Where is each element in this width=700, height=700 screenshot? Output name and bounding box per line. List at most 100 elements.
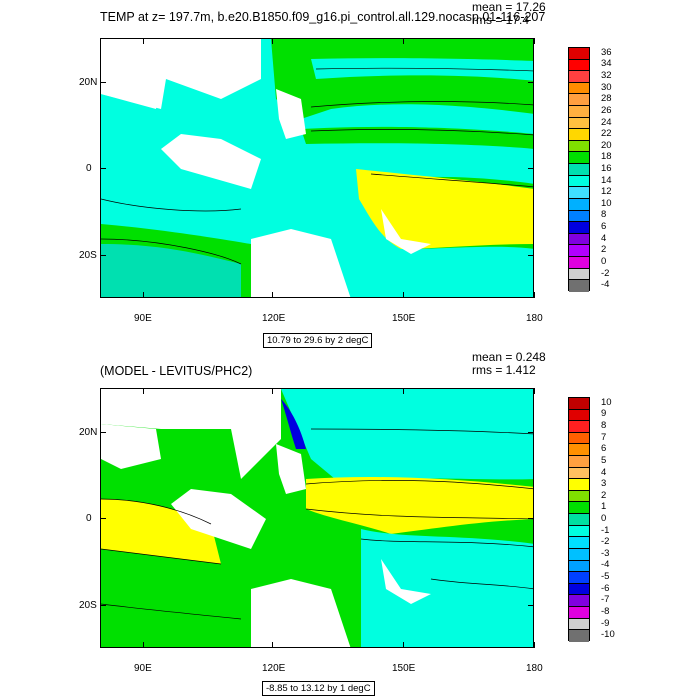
- bottom-colorbar-swatch: [569, 583, 589, 596]
- bottom-colorbar-label: -1: [601, 524, 610, 536]
- bottom-ytick-20s: 20S: [79, 600, 97, 611]
- bottom-field-yellow-west: [101, 499, 221, 564]
- bottom-colorbar-label: -10: [601, 629, 615, 641]
- bottom-colorbar-label: 7: [601, 431, 607, 443]
- top-colorbar-swatch: [569, 198, 589, 211]
- bottom-land-asia: [101, 389, 281, 479]
- x-tick-mark: [402, 388, 404, 394]
- bottom-xtick-180: 180: [526, 663, 543, 674]
- bottom-colorbar-label: -4: [601, 559, 610, 571]
- top-contour-2: [310, 101, 533, 108]
- bottom-field-blue-patch: [281, 399, 306, 449]
- top-colorbar-swatch: [569, 164, 589, 176]
- bottom-colorbar-swatch: [569, 572, 589, 584]
- x-tick-mark: [271, 388, 273, 394]
- top-colorbar-label: 34: [601, 58, 612, 70]
- top-colorbar-swatch: [569, 256, 589, 269]
- bottom-colorbar-label: -8: [601, 605, 610, 617]
- y-tick-mark: [100, 517, 106, 519]
- top-colorbar-swatch: [569, 245, 589, 257]
- y-tick-mark: [100, 431, 106, 433]
- bottom-land-png: [381, 559, 431, 604]
- bottom-colorbar-swatch: [569, 490, 589, 503]
- top-field-cyan-band: [311, 58, 533, 81]
- top-colorbar-label: 14: [601, 174, 612, 186]
- bottom-colorbar-swatch: [569, 514, 589, 526]
- top-mean: mean = 17.26: [472, 0, 546, 14]
- top-colorbar-label: 18: [601, 151, 612, 163]
- top-colorbar-swatch: [569, 129, 589, 141]
- bottom-colorbar-label: 9: [601, 408, 607, 420]
- bottom-colorbar-swatch: [569, 560, 589, 573]
- top-land-australia: [251, 229, 351, 297]
- y-tick-mark: [100, 254, 106, 256]
- bottom-colorbar-swatch: [569, 467, 589, 480]
- top-ytick-20n: 20N: [79, 77, 98, 88]
- x-tick-mark: [142, 642, 144, 648]
- bottom-colorbar-swatch: [569, 606, 589, 619]
- top-contour-note: 10.79 to 29.6 by 2 degC: [263, 333, 373, 348]
- top-colorbar-label: 2: [601, 244, 607, 256]
- top-colorbar-label: 32: [601, 70, 612, 82]
- x-tick-mark: [271, 642, 273, 648]
- top-colorbar-swatch: [569, 71, 589, 83]
- x-tick-mark: [142, 388, 144, 394]
- bottom-colorbar: [568, 397, 590, 642]
- top-colorbar-label: 4: [601, 232, 607, 244]
- bottom-panel: (MODEL - LEVITUS/PHC2) mean = 0.248 rms …: [0, 350, 700, 700]
- top-colorbar-swatch: [569, 222, 589, 234]
- top-field-green-eq: [301, 126, 533, 149]
- top-land-philippines: [276, 89, 306, 139]
- top-ytick-0: 0: [86, 163, 92, 174]
- top-contour-1: [315, 67, 533, 72]
- bottom-colorbar-swatch: [569, 479, 589, 491]
- top-land-png: [381, 209, 431, 254]
- bottom-land-philippines: [276, 444, 306, 494]
- top-contour-6: [370, 173, 533, 188]
- bottom-contour-8: [430, 578, 533, 590]
- y-tick-mark: [100, 604, 106, 606]
- bottom-colorbar-label: 5: [601, 454, 607, 466]
- bottom-colorbar-swatch: [569, 618, 589, 631]
- bottom-colorbar-label: -3: [601, 547, 610, 559]
- top-colorbar-swatch: [569, 280, 589, 292]
- top-xtick-180: 180: [526, 313, 543, 324]
- y-tick-mark: [528, 167, 534, 169]
- bottom-contour-1: [310, 428, 533, 435]
- bottom-land-australia: [251, 579, 351, 647]
- bottom-colorbar-swatch: [569, 537, 589, 549]
- top-colorbar-label: 8: [601, 209, 607, 221]
- bottom-colorbar-swatch: [569, 432, 589, 445]
- x-tick-mark: [533, 642, 535, 648]
- top-stats: mean = 17.26 rms = 17.4: [472, 1, 546, 27]
- top-colorbar-label: 28: [601, 93, 612, 105]
- top-colorbar-label: 26: [601, 104, 612, 116]
- top-colorbar-swatch: [569, 152, 589, 165]
- top-colorbar-label: 22: [601, 128, 612, 140]
- x-tick-mark: [402, 642, 404, 648]
- top-colorbar-swatch: [569, 210, 589, 223]
- top-colorbar-swatch: [569, 175, 589, 188]
- bottom-colorbar-swatch: [569, 456, 589, 468]
- bottom-colorbar-label: 2: [601, 489, 607, 501]
- top-colorbar-label: 10: [601, 197, 612, 209]
- bottom-colorbar-swatch: [569, 398, 589, 410]
- top-colorbar-swatch: [569, 233, 589, 246]
- top-colorbar-label: 12: [601, 186, 612, 198]
- bottom-contour-2: [305, 480, 533, 490]
- bottom-colorbar-label: 6: [601, 443, 607, 455]
- bottom-field-yellow-eq: [306, 477, 533, 534]
- top-colorbar-label: 6: [601, 221, 607, 233]
- bottom-colorbar-swatch: [569, 525, 589, 538]
- bottom-contour-6: [101, 603, 242, 620]
- top-colorbar-swatch: [569, 187, 589, 199]
- bottom-colorbar-label: -2: [601, 536, 610, 548]
- y-tick-mark: [528, 604, 534, 606]
- top-colorbar-swatch: [569, 106, 589, 118]
- top-colorbar-label: -4: [601, 279, 610, 291]
- bottom-contour-note: -8.85 to 13.12 by 1 degC: [262, 681, 375, 696]
- y-tick-mark: [528, 431, 534, 433]
- bottom-colorbar-label: 8: [601, 420, 607, 432]
- bottom-ytick-20n: 20N: [79, 427, 98, 438]
- x-tick-mark: [533, 38, 535, 44]
